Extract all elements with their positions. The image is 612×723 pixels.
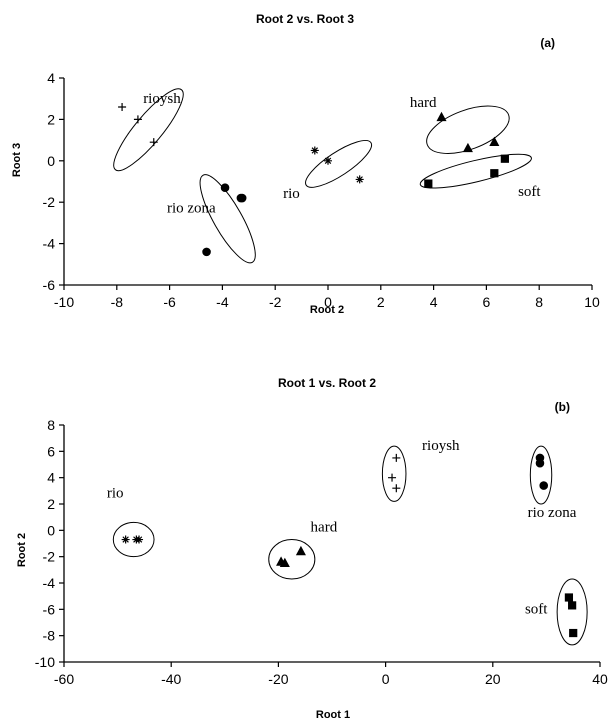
y-axis-title-b: Root 2 — [16, 533, 28, 567]
chart-panel-a: Root 2 vs. Root 3 (a) Root 2 Root 3 -6 -4… — [11, 12, 600, 316]
y-tick-label: -2 — [43, 194, 56, 210]
y-tick-label: 8 — [47, 417, 55, 433]
y-tick-label: -10 — [35, 654, 55, 670]
x-axis-title-a: Root 2 — [310, 304, 344, 316]
data-point-rio-zona — [539, 481, 549, 490]
y-tick-label: -2 — [43, 549, 56, 565]
chart-title-a: Root 2 vs. Root 3 — [256, 12, 354, 26]
data-point-rio-zona — [202, 247, 211, 257]
data-point-rio — [135, 535, 144, 544]
cluster-ellipse-hard — [426, 105, 510, 154]
cluster-ellipse-soft — [556, 578, 588, 646]
y-tick-label: 2 — [47, 496, 55, 512]
data-point-rio-zona — [535, 458, 545, 468]
y-tick-label: 0 — [47, 522, 55, 538]
data-point-hard — [489, 136, 500, 146]
data-point-soft — [490, 169, 499, 178]
cluster-ellipse-rio — [112, 521, 155, 558]
y-tick-label: -4 — [43, 236, 56, 252]
data-point-rio-zona — [220, 183, 230, 193]
data-point-hard — [462, 142, 473, 153]
y-tick-label: 4 — [47, 70, 55, 86]
cluster-label-soft: soft — [518, 184, 541, 200]
y-tick-label: 4 — [47, 470, 55, 486]
data-point-soft — [564, 593, 574, 602]
cluster-label-soft: soft — [525, 601, 548, 617]
cluster-label-hard: hard — [311, 520, 338, 536]
x-tick-label: -8 — [111, 294, 124, 310]
data-point-rioysh — [118, 102, 127, 111]
x-axis-title-b: Root 1 — [316, 709, 350, 721]
plot-area-a: -6 -4 -2 0 2 4 -10 -8 -6 -4 -2 0 2 4 6 8 10 rioysh rio zon… — [43, 70, 600, 310]
y-tick-label: -4 — [43, 575, 56, 591]
cluster-ellipse-hard — [268, 539, 316, 580]
x-tick-label: -40 — [161, 671, 181, 687]
data-point-rioysh — [392, 453, 401, 462]
cluster-label-rio: rio — [107, 485, 124, 501]
y-tick-label: -6 — [43, 277, 56, 293]
cluster-ellipse-rio-zona — [199, 174, 256, 264]
data-point-rio-zona — [237, 193, 247, 203]
x-tick-label: 2 — [377, 294, 385, 310]
chart-panel-b: Root 1 vs. Root 2 (b) Root 1 Root 2 -10-… — [16, 376, 608, 721]
data-point-soft — [424, 179, 433, 188]
data-point-hard — [295, 545, 306, 556]
x-tick-label: 0 — [382, 671, 390, 687]
x-tick-label: 6 — [483, 294, 491, 310]
y-tick-label: -6 — [43, 601, 56, 617]
x-tick-label: 4 — [430, 294, 438, 310]
cluster-label-rio: rio — [283, 186, 300, 202]
x-tick-label: 10 — [584, 294, 600, 310]
data-point-rioysh — [388, 473, 397, 482]
data-point-soft — [500, 154, 509, 163]
cluster-ellipse-rio-zona — [529, 445, 553, 505]
data-point-soft — [568, 601, 577, 610]
chart-title-b: Root 1 vs. Root 2 — [278, 376, 376, 390]
panel-label-b: (b) — [555, 400, 570, 414]
cluster-label-rioysh: rioysh — [422, 438, 460, 454]
y-tick-label: 2 — [47, 111, 55, 127]
x-tick-label: -4 — [216, 294, 229, 310]
x-tick-label: -2 — [269, 294, 282, 310]
panel-label-a: (a) — [540, 36, 555, 50]
x-tick-label: -10 — [54, 294, 74, 310]
cluster-label-rioysh: rioysh — [143, 91, 181, 107]
cluster-label-hard: hard — [410, 95, 437, 111]
x-tick-label: -60 — [54, 671, 74, 687]
x-tick-label: 20 — [485, 671, 501, 687]
cluster-label-rio-zona: rio zona — [528, 505, 577, 521]
x-tick-label: -6 — [163, 294, 176, 310]
data-point-rio — [121, 535, 130, 544]
y-tick-label: 6 — [47, 443, 55, 459]
data-point-rioysh — [133, 115, 142, 124]
x-tick-label: 8 — [535, 294, 543, 310]
data-point-rio — [310, 146, 319, 155]
data-point-rio — [324, 156, 332, 165]
data-point-rioysh — [392, 484, 401, 493]
data-point-hard — [436, 111, 447, 122]
data-point-soft — [569, 628, 578, 638]
x-tick-label: 0 — [324, 294, 332, 310]
x-tick-label: -20 — [268, 671, 288, 687]
data-point-rio — [355, 175, 364, 184]
cluster-ellipse-rio — [305, 140, 373, 188]
y-tick-label: -8 — [43, 628, 56, 644]
data-point-hard — [279, 557, 290, 568]
x-tick-label: 40 — [592, 671, 608, 687]
cluster-ellipse-soft — [419, 153, 532, 189]
cluster-label-rio-zona: rio zona — [167, 201, 216, 217]
cluster-ellipse-rioysh — [381, 445, 407, 502]
data-point-rioysh — [149, 138, 158, 147]
y-axis-title-a: Root 3 — [11, 143, 23, 177]
y-tick-label: 0 — [47, 153, 55, 169]
